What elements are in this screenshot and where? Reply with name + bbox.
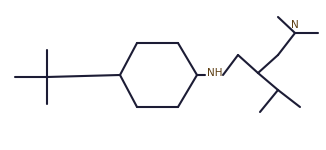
Text: NH: NH: [207, 68, 223, 78]
Text: N: N: [291, 20, 299, 30]
